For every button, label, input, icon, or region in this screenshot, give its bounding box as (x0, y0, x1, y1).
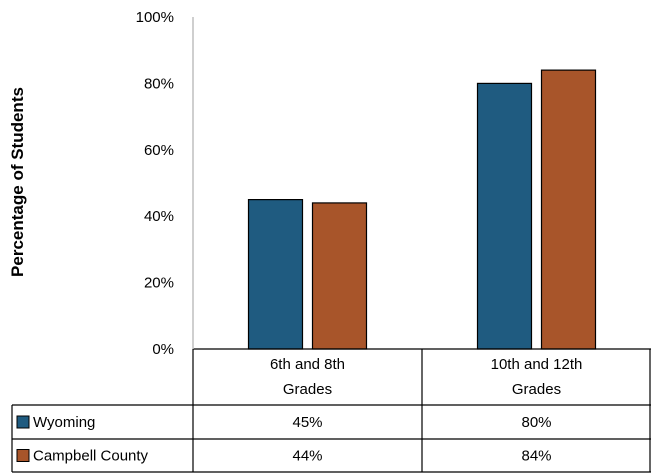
y-tick-label: 20% (144, 275, 174, 292)
x-category-label: 6th and 8th (270, 356, 345, 373)
data-table: 6th and 8th Grades 10th and 12th Grades Wyom… (11, 348, 651, 473)
y-tick-label: 80% (144, 75, 174, 92)
data-value-label: 44% (292, 448, 322, 465)
y-tick-label: 40% (144, 208, 174, 225)
legend-label: Campbell County (33, 448, 149, 465)
y-tick-label: 100% (136, 9, 174, 26)
y-axis-label: Percentage of Students (8, 87, 27, 277)
y-ticks: 0% 20% 40% 60% 80% 100% (136, 9, 174, 358)
data-value-label: 45% (292, 414, 322, 431)
y-tick-label: 60% (144, 142, 174, 159)
legend-swatch (16, 449, 30, 462)
x-category-label: 10th and 12th (491, 356, 583, 373)
data-value-label: 80% (521, 414, 551, 431)
bar (540, 69, 597, 350)
x-category-label: Grades (512, 381, 561, 398)
legend-swatch (16, 415, 30, 429)
bar (476, 82, 533, 350)
legend-label: Wyoming (33, 414, 95, 431)
y-tick-label: 0% (152, 341, 174, 358)
bar (311, 202, 368, 350)
x-category-label: Grades (283, 381, 332, 398)
bar (247, 199, 304, 350)
data-value-label: 84% (521, 448, 551, 465)
bars (247, 69, 597, 350)
